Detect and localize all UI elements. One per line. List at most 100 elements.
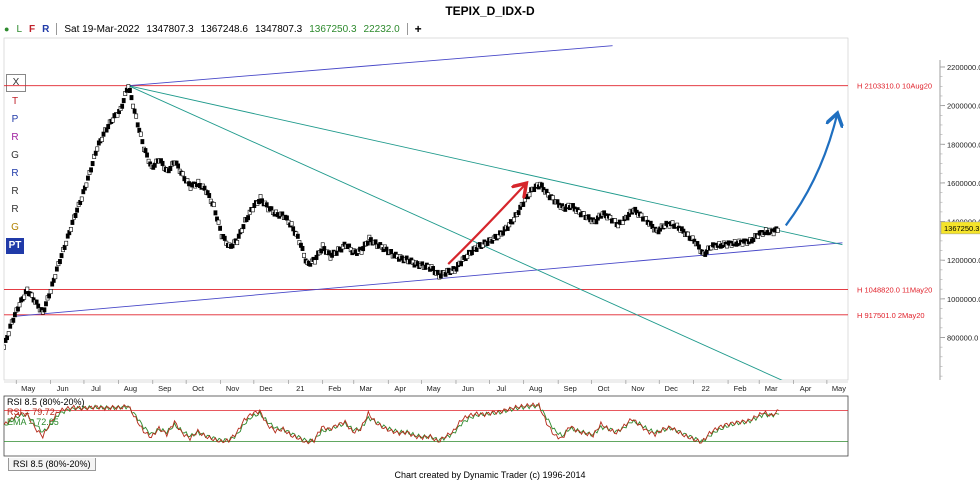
price-bar (295, 233, 300, 239)
price-bar (8, 323, 13, 329)
x-tick-label: Apr (394, 384, 406, 393)
price-bar (11, 317, 16, 323)
price-bar (319, 248, 324, 254)
price-bar (258, 194, 263, 200)
price-bar (140, 139, 145, 145)
price-bar (16, 306, 20, 312)
rsi-tab[interactable]: RSI 8.5 (80%-20%) (8, 458, 96, 471)
rsi-legend-rsi: RSI = 79.72 (7, 407, 85, 417)
y-tick-label: 2000000.0 (947, 102, 980, 111)
price-bar (131, 103, 135, 109)
x-tick-label: Nov (631, 384, 645, 393)
x-tick-label: Jun (57, 384, 69, 393)
x-tick-label: Apr (800, 384, 812, 393)
price-bar (285, 215, 289, 221)
price-bar (106, 124, 111, 130)
price-bar (168, 165, 173, 171)
price-bar (222, 235, 227, 241)
trendline (16, 242, 843, 317)
rsi-value: 79.72 (32, 407, 55, 417)
price-tool-icon[interactable]: P (11, 114, 19, 125)
rsi-legend: RSI 8.5 (80%-20%) RSI = 79.72 EMA = 72.6… (7, 397, 85, 427)
price-bar (365, 240, 370, 246)
plus-icon[interactable]: + (414, 22, 422, 36)
rsi-legend-ema: EMA = 72.65 (7, 417, 85, 427)
price-bar (73, 213, 78, 219)
gann-tool-icon[interactable]: G (11, 150, 19, 161)
price-bar (42, 307, 47, 313)
price-bar (250, 207, 255, 213)
x-tick-label: Feb (328, 384, 341, 393)
price-bar (135, 122, 140, 128)
x-tick-label: May (426, 384, 440, 393)
current-price-label: 1367250.3 (944, 224, 979, 233)
footer-credit: Chart created by Dynamic Trader (c) 1996… (394, 470, 586, 480)
price-bar (160, 160, 165, 166)
price-bar (313, 259, 317, 265)
price-bar (241, 224, 246, 230)
x-tick-label: Nov (226, 384, 240, 393)
price-bar (121, 98, 126, 104)
price-bar (196, 178, 201, 184)
price-bar (59, 253, 64, 259)
x-tick-label: Mar (765, 384, 778, 393)
price-bar (291, 226, 296, 232)
rsi-panel-frame (3, 395, 849, 457)
flag-r[interactable]: R (42, 23, 50, 35)
price-bar (211, 202, 216, 208)
price-bar (110, 117, 115, 123)
pattern-tool-icon[interactable]: PT (6, 238, 24, 254)
bar-low: 1347807.3 (254, 23, 303, 35)
price-plot-group (4, 45, 848, 380)
price-bar (132, 108, 137, 114)
price-bar (512, 217, 516, 223)
channel-tool-icon[interactable]: R (11, 204, 19, 215)
price-bar (521, 201, 526, 207)
flag-l[interactable]: L (16, 23, 22, 35)
ratio-tool-icon[interactable]: R (11, 168, 19, 179)
bar-open: 1347807.3 (146, 23, 194, 35)
price-bars (4, 84, 780, 350)
price-bar (264, 202, 269, 208)
flag-f[interactable]: F (29, 23, 36, 35)
fan-tool-icon[interactable]: R (11, 186, 19, 197)
price-bar (180, 171, 185, 177)
y-tick-label: 800000.0 (947, 333, 978, 342)
price-bar (302, 252, 306, 258)
drawing-toolbox: X T P R G R R R G PT (6, 74, 26, 254)
grid-tool-icon[interactable]: G (11, 222, 19, 233)
price-bar (53, 274, 58, 280)
price-bar (95, 146, 100, 152)
dot-icon: ● (4, 24, 10, 34)
x-tick-label: Jun (462, 384, 474, 393)
price-bar (6, 331, 11, 337)
x-tick-label: May (832, 384, 846, 393)
price-bar (68, 226, 73, 232)
price-bar (143, 148, 148, 154)
price-bar (129, 95, 134, 101)
close-tool-icon[interactable]: X (6, 74, 26, 92)
rsi-legend-title: RSI 8.5 (80%-20%) (7, 397, 85, 407)
price-bar (84, 182, 89, 188)
time-tool-icon[interactable]: T (11, 96, 19, 107)
price-bar (501, 230, 505, 236)
trendline (128, 45, 613, 87)
price-bar (22, 294, 27, 300)
price-bar (454, 266, 459, 272)
level-label: H 917501.0 2May20 (857, 311, 925, 320)
retrace-tool-icon[interactable]: R (11, 132, 19, 143)
x-tick-label: Oct (192, 384, 205, 393)
price-bar (435, 269, 440, 275)
price-bar (527, 192, 532, 198)
price-bar (289, 221, 294, 227)
x-tick-label: May (21, 384, 35, 393)
price-bar (216, 219, 221, 225)
chart-title: TEPIX_D_IDX-D (445, 4, 535, 18)
y-tick-label: 1600000.0 (947, 179, 980, 188)
info-bar: ● L F R Sat 19-Mar-2022 1347807.3 136724… (4, 22, 422, 36)
y-tick-label: 1800000.0 (947, 140, 980, 149)
price-bar (361, 246, 366, 252)
price-bar (213, 210, 218, 216)
x-tick-label: Oct (598, 384, 611, 393)
